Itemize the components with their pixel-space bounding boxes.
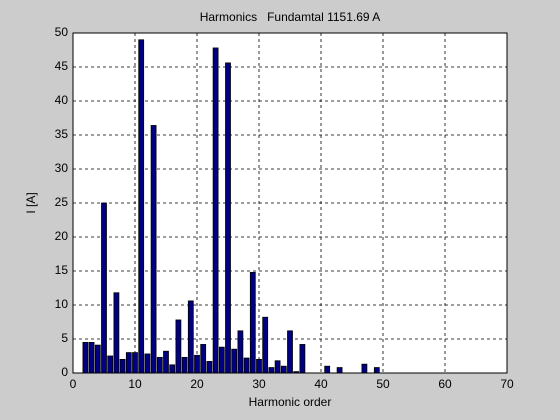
- bar: [237, 330, 244, 374]
- bar: [150, 125, 157, 374]
- bar: [249, 271, 256, 374]
- bar: [94, 344, 101, 374]
- bar: [119, 358, 126, 374]
- x-tick-label: 10: [128, 377, 142, 391]
- bar: [138, 39, 145, 374]
- bar: [132, 352, 138, 374]
- x-tick-label: 40: [314, 377, 328, 391]
- bar: [268, 367, 275, 374]
- y-tick-label: 10: [55, 297, 69, 311]
- bar: [187, 300, 194, 374]
- x-tick-label: 70: [500, 377, 514, 391]
- bar: [175, 319, 182, 374]
- bar: [82, 341, 89, 374]
- x-tick-label: 50: [376, 377, 390, 391]
- bar: [336, 367, 343, 374]
- bar: [225, 62, 231, 374]
- bar: [280, 365, 287, 374]
- y-tick-label: 0: [61, 365, 68, 379]
- y-tick-label: 40: [55, 93, 69, 107]
- bar: [206, 361, 213, 374]
- y-tick-label: 30: [55, 161, 69, 175]
- x-axis-label: Harmonic order: [249, 395, 332, 409]
- bar: [274, 360, 281, 374]
- bar: [361, 363, 368, 374]
- bar: [231, 348, 238, 374]
- bar: [107, 355, 114, 374]
- axes-frame: [72, 32, 508, 374]
- y-axis-label: I [A]: [24, 192, 38, 213]
- x-tick-label: 0: [70, 377, 77, 391]
- y-tick-label: 5: [61, 331, 68, 345]
- bar: [287, 330, 293, 374]
- chart-title: Harmonics Fundamtal 1151.69 A: [200, 10, 381, 24]
- bar: [88, 341, 95, 374]
- x-tick-label: 60: [438, 377, 452, 391]
- bar: [262, 316, 269, 374]
- bar: [299, 344, 306, 374]
- bar: [200, 344, 207, 374]
- bar: [101, 202, 107, 374]
- bar: [243, 357, 250, 374]
- y-tick-label: 45: [55, 59, 69, 73]
- bar: [163, 350, 169, 374]
- bar: [125, 352, 132, 374]
- bar: [218, 346, 225, 374]
- y-tick-label: 35: [55, 127, 69, 141]
- x-tick-label: 30: [252, 377, 266, 391]
- bar: [181, 356, 188, 374]
- bar: [156, 356, 163, 374]
- bar: [169, 364, 176, 374]
- x-tick-label: 20: [190, 377, 204, 391]
- bar: [373, 367, 380, 374]
- y-tick-label: 15: [55, 263, 69, 277]
- bar: [256, 358, 262, 374]
- bar: [324, 365, 331, 374]
- y-tick-label: 20: [55, 229, 69, 243]
- y-tick-label: 50: [55, 25, 69, 39]
- bar: [113, 292, 120, 374]
- y-tick-label: 25: [55, 195, 69, 209]
- bar: [144, 353, 151, 374]
- bar: [212, 47, 219, 374]
- bar: [194, 354, 200, 374]
